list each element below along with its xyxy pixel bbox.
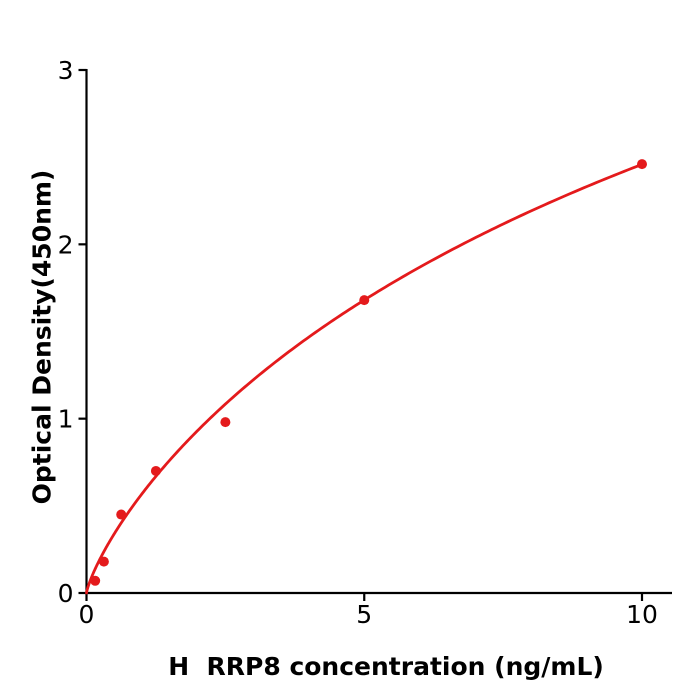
data-point <box>116 509 127 520</box>
y-tick-label: 0 <box>58 579 74 608</box>
data-points-group <box>90 159 647 586</box>
y-tick-label: 2 <box>58 230 74 259</box>
data-point <box>220 417 231 428</box>
x-axis-title: H RRP8 concentration (ng/mL) <box>168 652 604 681</box>
y-tick-label: 3 <box>58 56 74 85</box>
fit-curve-path <box>85 162 644 595</box>
data-point <box>150 465 161 476</box>
data-point <box>359 295 370 306</box>
data-point <box>90 575 101 586</box>
x-tick-label: 10 <box>626 600 658 629</box>
data-point <box>98 556 109 567</box>
data-point <box>637 159 647 170</box>
x-tick-label: 0 <box>79 600 95 629</box>
x-tick-label: 5 <box>356 600 372 629</box>
y-axis-title: Optical Density(450nm) <box>27 169 57 505</box>
fit-curve-group <box>85 162 644 595</box>
axes-group: 0 5 10 0 1 2 3 <box>58 56 672 629</box>
y-tick-label: 1 <box>58 405 74 434</box>
